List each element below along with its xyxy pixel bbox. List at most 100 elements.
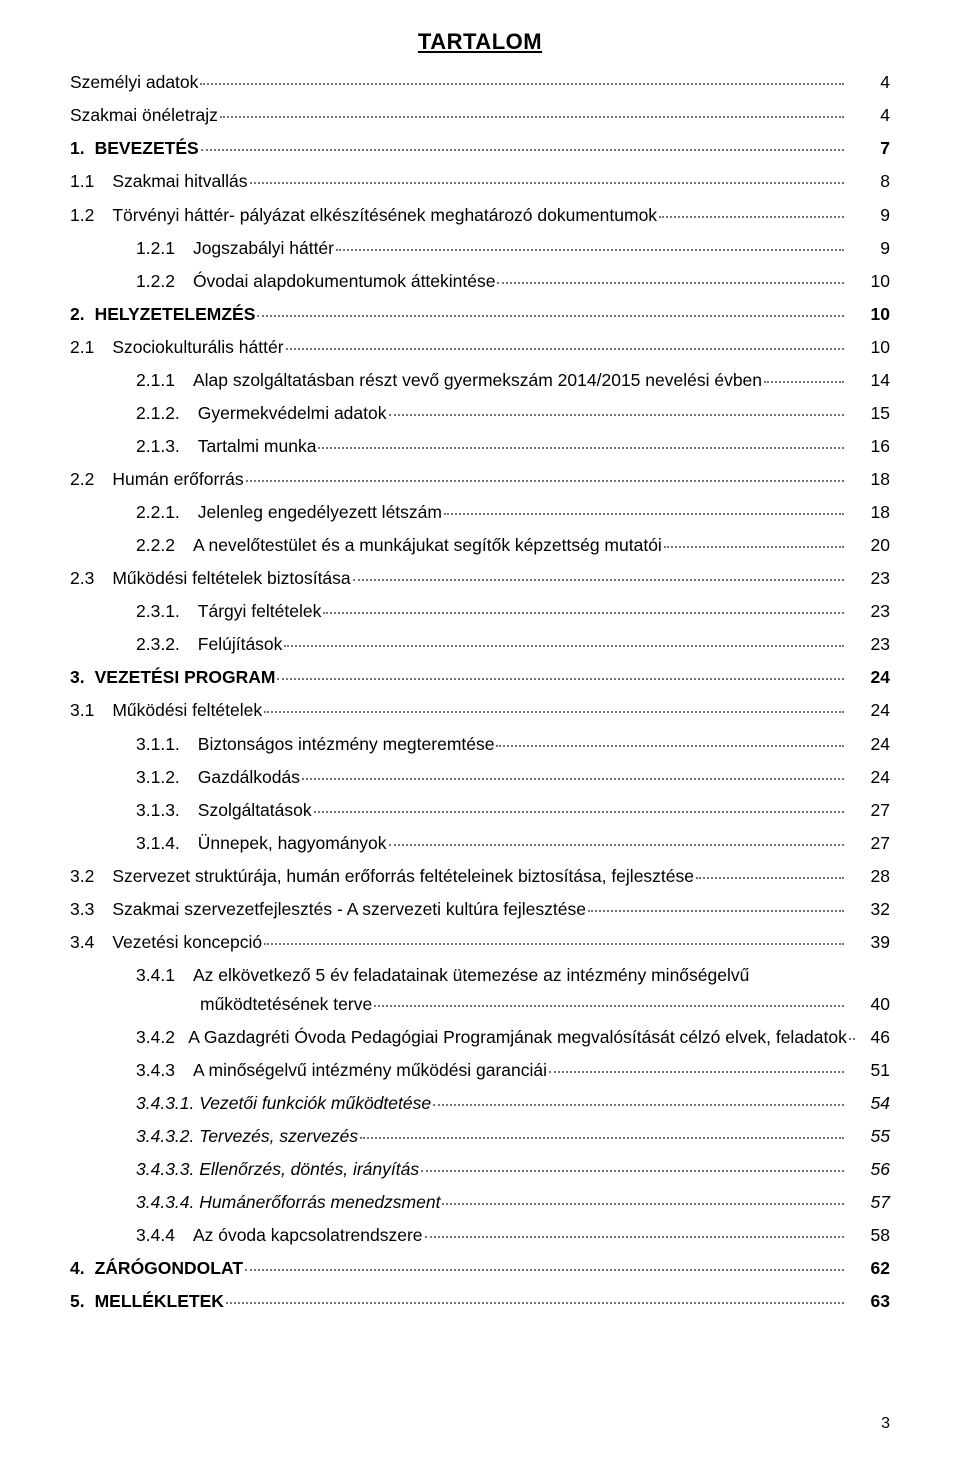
toc-page: 63 <box>848 1287 890 1316</box>
toc-row: 3.4Vezetési koncepció39 <box>70 928 890 957</box>
toc-row: 2.1.1Alap szolgáltatásban részt vevő gye… <box>70 366 890 395</box>
toc-page: 18 <box>848 465 890 494</box>
toc-label: Az elkövetkező 5 év feladatainak ütemezé… <box>193 961 749 990</box>
toc-leader-dots <box>226 1301 844 1304</box>
toc-page: 18 <box>848 498 890 527</box>
toc-page: 16 <box>848 432 890 461</box>
toc-leader-dots <box>220 115 844 118</box>
toc-label: BEVEZETÉS <box>95 134 199 163</box>
toc-leader-dots <box>549 1070 844 1073</box>
toc-num: 2.3.1. <box>136 597 180 626</box>
toc-row: 2.1Szociokulturális háttér10 <box>70 333 890 362</box>
toc-label: Tárgyi feltételek <box>198 597 322 626</box>
toc-num: 3.4 <box>70 928 94 957</box>
toc-num: 3.3 <box>70 895 94 924</box>
toc-leader-dots <box>284 644 844 647</box>
toc-num: 2.2.1. <box>136 498 180 527</box>
toc-label: A nevelőtestület és a munkájukat segítők… <box>193 531 662 560</box>
toc-label: Biztonságos intézmény megteremtése <box>198 730 495 759</box>
toc-label: 3.4.3.3. Ellenőrzés, döntés, irányítás <box>136 1155 419 1184</box>
page: TARTALOM Személyi adatok4Szakmai önéletr… <box>0 0 960 1459</box>
toc-row: 3.1.2.Gazdálkodás24 <box>70 763 890 792</box>
toc-label: Óvodai alapdokumentumok áttekintése <box>193 267 496 296</box>
toc-label: A Gazdagréti Óvoda Pedagógiai Programján… <box>188 1023 847 1052</box>
toc-leader-dots <box>849 1037 855 1040</box>
toc-row: 1.BEVEZETÉS7 <box>70 134 890 163</box>
toc-row: 3.4.4 Az óvoda kapcsolatrendszere 58 <box>70 1221 890 1250</box>
toc-row: 1.1Szakmai hitvallás8 <box>70 167 890 196</box>
toc-num: 2.3.2. <box>136 630 180 659</box>
toc-num: 1.2.1 <box>136 234 175 263</box>
page-number: 3 <box>881 1411 890 1437</box>
toc-label: Működési feltételek biztosítása <box>112 564 350 593</box>
toc-label: Gazdálkodás <box>198 763 300 792</box>
toc-leader-dots <box>588 909 844 912</box>
toc-label: 3.4.3.4. Humánerőforrás menedzsment <box>136 1188 440 1217</box>
toc-leader-dots <box>696 876 844 879</box>
toc-leader-dots <box>318 446 844 449</box>
toc-num: 3.4.1 <box>136 961 175 990</box>
toc-leader-dots <box>323 611 844 614</box>
toc-page: 7 <box>848 134 890 163</box>
toc-row: 3.1.4.Ünnepek, hagyományok27 <box>70 829 890 858</box>
toc-label: ZÁRÓGONDOLAT <box>95 1254 243 1283</box>
toc-row: 2.1.2.Gyermekvédelmi adatok15 <box>70 399 890 428</box>
toc-page: 14 <box>848 366 890 395</box>
toc-label: VEZETÉSI PROGRAM <box>95 663 276 692</box>
toc-page: 10 <box>848 267 890 296</box>
toc-page: 28 <box>848 862 890 891</box>
toc-leader-dots <box>353 578 844 581</box>
toc-num: 3.4.4 <box>136 1221 175 1250</box>
toc-leader-dots <box>201 148 844 151</box>
toc-num: 3.1 <box>70 696 94 725</box>
toc-num: 2.1.2. <box>136 399 180 428</box>
toc-num: 2.2 <box>70 465 94 494</box>
toc-num: 1.2.2 <box>136 267 175 296</box>
toc-label: A minőségelvű intézmény működési garanci… <box>193 1056 547 1085</box>
toc-num: 3.1.4. <box>136 829 180 858</box>
toc-row: 3.4.3.4. Humánerőforrás menedzsment 57 <box>70 1188 890 1217</box>
toc-label: Törvényi háttér- pályázat elkészítésének… <box>112 201 657 230</box>
toc-leader-dots <box>257 314 844 317</box>
toc-title: TARTALOM <box>70 24 890 60</box>
toc-leader-dots <box>360 1136 844 1139</box>
toc-label: Humán erőforrás <box>112 465 243 494</box>
toc-leader-dots <box>664 545 844 548</box>
toc-page: 9 <box>848 234 890 263</box>
toc-row: 3.4.3 A minőségelvű intézmény működési ga… <box>70 1056 890 1085</box>
toc-page: 46 <box>859 1023 890 1052</box>
toc-row: 1.2.2 Óvodai alapdokumentumok áttekintése… <box>70 267 890 296</box>
toc-num: 3.4.2 <box>136 1023 175 1052</box>
toc-label: Felújítások <box>198 630 283 659</box>
toc-page: 57 <box>848 1188 890 1217</box>
toc-row: 3.VEZETÉSI PROGRAM24 <box>70 663 890 692</box>
toc-label: MELLÉKLETEK <box>95 1287 224 1316</box>
toc-page: 23 <box>848 564 890 593</box>
toc-leader-dots <box>444 512 844 515</box>
toc-page: 10 <box>848 333 890 362</box>
toc-num: 2.1.1 <box>136 366 175 395</box>
toc-label: HELYZETELEMZÉS <box>95 300 256 329</box>
toc-leader-dots <box>433 1103 844 1106</box>
toc-num: 5. <box>70 1287 85 1316</box>
toc-page: 24 <box>848 696 890 725</box>
toc-label: Szervezet struktúrája, humán erőforrás f… <box>112 862 694 891</box>
toc-leader-dots <box>374 1004 844 1007</box>
toc-num: 2.3 <box>70 564 94 593</box>
toc-num: 2. <box>70 300 85 329</box>
toc-page: 58 <box>848 1221 890 1250</box>
toc-page: 39 <box>848 928 890 957</box>
toc-row: 3.4.3.3. Ellenőrzés, döntés, irányítás56 <box>70 1155 890 1184</box>
toc-num: 1.2 <box>70 201 94 230</box>
toc-leader-dots <box>277 677 844 680</box>
toc-page: 32 <box>848 895 890 924</box>
toc-num: 3.4.3 <box>136 1056 175 1085</box>
toc-leader-dots <box>425 1235 844 1238</box>
toc-page: 51 <box>848 1056 890 1085</box>
toc-label: Ünnepek, hagyományok <box>198 829 387 858</box>
toc-label: Az óvoda kapcsolatrendszere <box>193 1221 423 1250</box>
toc-page: 4 <box>848 68 890 97</box>
toc-row: 2.3.2.Felújítások23 <box>70 630 890 659</box>
toc-row: 2.2.1.Jelenleg engedélyezett létszám18 <box>70 498 890 527</box>
toc-num: 3.1.1. <box>136 730 180 759</box>
